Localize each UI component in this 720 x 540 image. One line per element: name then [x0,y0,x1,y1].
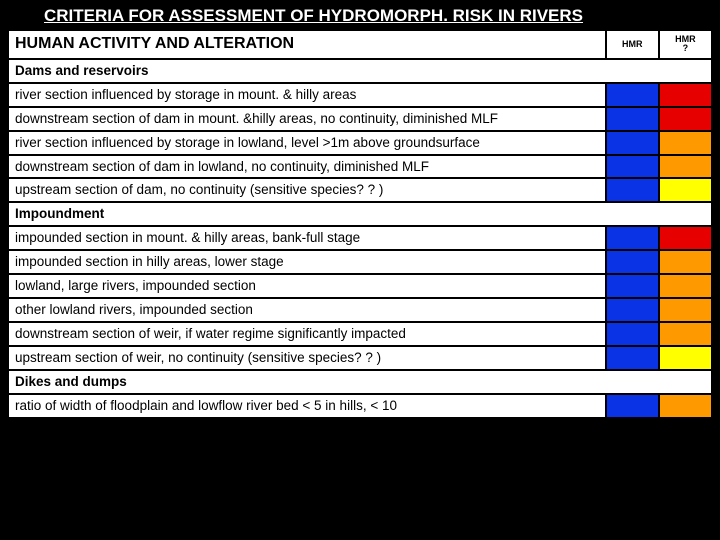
table-row: other lowland rivers, impounded section [8,298,712,322]
risk-cell-hmr [606,226,659,250]
table-row: upstream section of dam, no continuity (… [8,178,712,202]
row-label: downstream section of weir, if water reg… [8,322,606,346]
risk-cell-hmr-q [659,226,712,250]
risk-cell-hmr [606,83,659,107]
risk-cell-hmr [606,107,659,131]
risk-cell-hmr-q [659,107,712,131]
table-row: downstream section of dam in lowland, no… [8,155,712,179]
row-label: downstream section of dam in mount. &hil… [8,107,606,131]
slide: CRITERIA FOR ASSESSMENT OF HYDROMORPH. R… [0,0,720,540]
risk-cell-hmr [606,298,659,322]
table-row: ratio of width of floodplain and lowflow… [8,394,712,418]
risk-cell-hmr [606,178,659,202]
table-row: river section influenced by storage in m… [8,83,712,107]
section-heading-row: Dikes and dumps [8,370,712,394]
risk-cell-hmr [606,346,659,370]
row-label: other lowland rivers, impounded section [8,298,606,322]
risk-cell-hmr-q [659,83,712,107]
table-row: impounded section in hilly areas, lower … [8,250,712,274]
row-label: river section influenced by storage in l… [8,131,606,155]
risk-cell-hmr [606,250,659,274]
page-title: CRITERIA FOR ASSESSMENT OF HYDROMORPH. R… [44,6,712,26]
risk-cell-hmr [606,322,659,346]
risk-cell-hmr-q [659,131,712,155]
risk-cell-hmr-q [659,250,712,274]
header-col-hmr: HMR [606,30,659,59]
risk-cell-hmr-q [659,322,712,346]
risk-cell-hmr-q [659,155,712,179]
criteria-table: HUMAN ACTIVITY AND ALTERATIONHMRHMR?Dams… [8,30,712,418]
risk-cell-hmr-q [659,298,712,322]
section-heading: Dikes and dumps [8,370,712,394]
table-row: impounded section in mount. & hilly area… [8,226,712,250]
row-label: upstream section of weir, no continuity … [8,346,606,370]
section-heading: Dams and reservoirs [8,59,712,83]
table-row: downstream section of weir, if water reg… [8,322,712,346]
row-label: downstream section of dam in lowland, no… [8,155,606,179]
risk-cell-hmr [606,394,659,418]
section-heading-row: Dams and reservoirs [8,59,712,83]
table-row: lowland, large rivers, impounded section [8,274,712,298]
risk-cell-hmr-q [659,274,712,298]
row-label: upstream section of dam, no continuity (… [8,178,606,202]
table-header-row: HUMAN ACTIVITY AND ALTERATIONHMRHMR? [8,30,712,59]
risk-cell-hmr-q [659,178,712,202]
header-col-hmr-q: HMR? [659,30,712,59]
header-main: HUMAN ACTIVITY AND ALTERATION [8,30,606,59]
row-label: lowland, large rivers, impounded section [8,274,606,298]
risk-cell-hmr [606,155,659,179]
table-row: upstream section of weir, no continuity … [8,346,712,370]
table-row: river section influenced by storage in l… [8,131,712,155]
section-heading: Impoundment [8,202,712,226]
risk-cell-hmr-q [659,346,712,370]
row-label: ratio of width of floodplain and lowflow… [8,394,606,418]
risk-cell-hmr-q [659,394,712,418]
section-heading-row: Impoundment [8,202,712,226]
row-label: impounded section in hilly areas, lower … [8,250,606,274]
risk-cell-hmr [606,274,659,298]
row-label: impounded section in mount. & hilly area… [8,226,606,250]
table-row: downstream section of dam in mount. &hil… [8,107,712,131]
risk-cell-hmr [606,131,659,155]
row-label: river section influenced by storage in m… [8,83,606,107]
